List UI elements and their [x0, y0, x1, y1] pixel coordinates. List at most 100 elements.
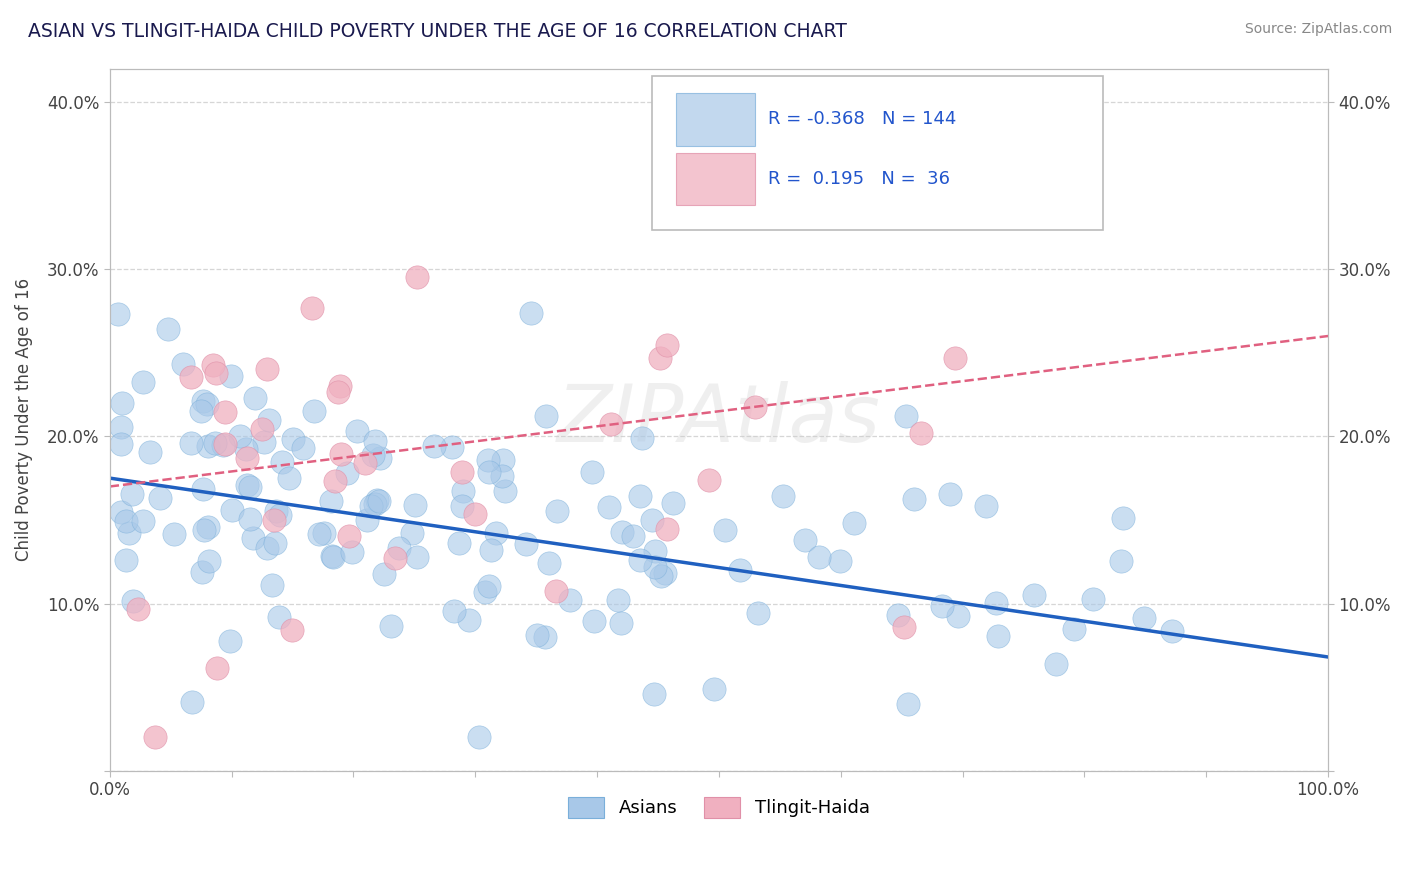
Point [236, 478, 259, 492]
Point [581, 465, 603, 479]
Point [360, 499, 382, 513]
Point [242, 531, 264, 545]
Point [256, 541, 278, 555]
Point [610, 615, 633, 630]
Point [655, 337, 678, 351]
Point [808, 549, 831, 564]
Point [193, 393, 215, 408]
Y-axis label: Child Poverty Under the Age of 16: Child Poverty Under the Age of 16 [15, 278, 32, 561]
Point [650, 568, 672, 582]
Point [910, 426, 932, 441]
Point [342, 545, 364, 559]
Point [368, 494, 391, 508]
Point [699, 473, 721, 487]
Point [346, 424, 368, 438]
Point [221, 503, 243, 517]
Point [257, 412, 280, 426]
Point [1081, 592, 1104, 607]
Point [582, 614, 605, 628]
Point [219, 369, 242, 384]
Point [714, 523, 737, 537]
Point [478, 466, 501, 480]
Point [515, 537, 537, 551]
Point [384, 551, 406, 566]
Point [127, 602, 149, 616]
Point [405, 549, 427, 564]
Point [886, 608, 908, 623]
Point [491, 452, 513, 467]
Point [195, 397, 218, 411]
Point [491, 468, 513, 483]
Point [893, 620, 915, 634]
Point [373, 566, 395, 581]
Point [301, 301, 323, 315]
Text: Source: ZipAtlas.com: Source: ZipAtlas.com [1244, 22, 1392, 37]
Point [457, 613, 479, 627]
Point [198, 554, 221, 568]
Point [598, 500, 620, 514]
Point [662, 496, 685, 510]
Point [256, 361, 278, 376]
Point [328, 384, 350, 399]
Text: ZIPAtlas: ZIPAtlas [557, 381, 882, 458]
Point [519, 306, 541, 320]
Point [115, 514, 138, 528]
Point [110, 505, 132, 519]
Point [269, 610, 291, 624]
Point [229, 428, 252, 442]
Point [896, 409, 918, 423]
Point [138, 445, 160, 459]
Point [356, 513, 378, 527]
Point [747, 607, 769, 621]
Point [292, 442, 315, 456]
Point [107, 307, 129, 321]
Point [322, 550, 344, 565]
Point [793, 533, 815, 548]
Point [110, 437, 132, 451]
Point [641, 513, 664, 527]
Point [494, 484, 516, 499]
Point [643, 687, 665, 701]
Point [368, 450, 391, 465]
Point [441, 440, 464, 454]
Point [612, 524, 634, 539]
Point [621, 529, 644, 543]
Point [180, 370, 202, 384]
Point [205, 661, 228, 675]
Point [214, 405, 236, 419]
Point [354, 456, 377, 470]
Point [239, 512, 262, 526]
Point [264, 504, 287, 518]
Point [897, 697, 920, 711]
Point [262, 578, 284, 592]
Point [270, 455, 292, 469]
Point [214, 437, 236, 451]
Point [657, 522, 679, 536]
Point [938, 487, 960, 501]
Point [477, 453, 499, 467]
Point [122, 594, 145, 608]
Point [364, 497, 387, 511]
Point [364, 434, 387, 449]
Point [1063, 622, 1085, 636]
Point [201, 359, 224, 373]
Point [363, 448, 385, 462]
Point [945, 351, 967, 365]
Point [401, 526, 423, 541]
Point [118, 526, 141, 541]
Point [631, 431, 654, 445]
Point [180, 695, 202, 709]
Point [281, 624, 304, 638]
Point [974, 499, 997, 513]
Point [132, 376, 155, 390]
Point [239, 480, 262, 494]
Point [180, 435, 202, 450]
Point [277, 471, 299, 485]
Point [842, 516, 865, 530]
Point [464, 508, 486, 522]
Point [544, 584, 567, 599]
Point [479, 542, 502, 557]
Point [366, 492, 388, 507]
Point [321, 549, 343, 564]
Point [250, 422, 273, 436]
